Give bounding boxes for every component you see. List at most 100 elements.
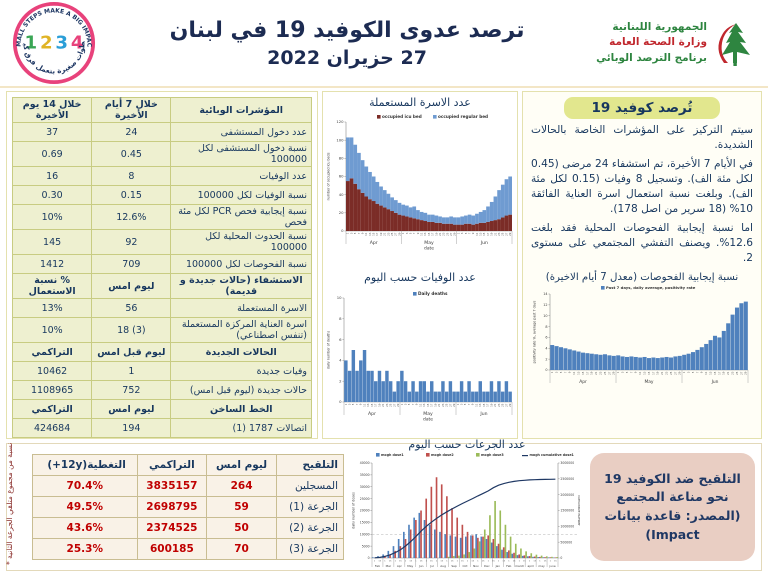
table-row: اسرة العناية المركزة المستعملة (تنفس اصط… (11, 317, 312, 343)
svg-text:9: 9 (634, 372, 638, 374)
svg-text:11: 11 (474, 403, 478, 407)
svg-text:2: 2 (545, 358, 547, 362)
table-cell: 70 (206, 538, 277, 560)
table-cell: حالات جديدة (ليوم قبل امس) (170, 380, 312, 400)
vaccination-note-text: * نسبة من مجموع متلقي الجرعة الثانية (5, 442, 14, 565)
table-cell: 2698795 (136, 496, 208, 518)
svg-text:0: 0 (560, 556, 562, 560)
svg-text:1: 1 (682, 372, 686, 374)
table-row: الاستشفاء (حالات جديدة و قديمة) ليوم امس%… (11, 273, 312, 299)
svg-text:11: 11 (364, 232, 368, 236)
svg-text:25: 25 (501, 403, 505, 407)
svg-text:21: 21 (383, 232, 387, 236)
svg-text:9: 9 (568, 372, 572, 374)
svg-text:27: 27 (394, 232, 398, 236)
table-cell: المسجلين (275, 475, 345, 497)
table-row: نسبة دخول المستشفى لكل 100000 0.45 0.69 (11, 141, 312, 167)
table-row: عدد الوفيات 8 16 (11, 166, 312, 186)
table-cell: 13% (11, 298, 93, 318)
surveillance-paragraph-1: سيتم التركيز على المؤشرات الخاصة بالحالا… (531, 124, 753, 152)
svg-text:100: 100 (336, 137, 344, 142)
table-cell: الجرعة (1) (275, 496, 345, 518)
svg-text:May: May (407, 563, 413, 567)
svg-text:Jun: Jun (479, 411, 487, 417)
svg-text:23: 23 (665, 372, 669, 376)
svg-text:may: may (538, 563, 545, 567)
svg-text:23: 23 (442, 232, 446, 236)
table-cell: 264 (206, 475, 277, 497)
svg-text:29: 29 (508, 403, 512, 407)
svg-text:1: 1 (374, 560, 376, 562)
svg-text:Mar: Mar (386, 563, 392, 567)
surveillance-paragraph-3: اما نسبة إيجابية الفحوصات المحلية فقد بل… (531, 222, 753, 265)
table-cell: 10% (11, 204, 93, 230)
svg-text:21: 21 (438, 232, 442, 236)
table-cell: 10462 (11, 361, 93, 381)
svg-text:80: 80 (339, 156, 344, 161)
svg-text:25: 25 (603, 372, 607, 376)
svg-text:5: 5 (408, 232, 412, 234)
svg-text:May: May (644, 379, 653, 385)
table-row: حالات جديدة (ليوم قبل امس) 752 1108965 (11, 380, 312, 400)
svg-text:15: 15 (482, 403, 486, 407)
vaccination-badge: التلقيح ضد الكوفيد 19 نحو مناعة المجتمع … (590, 453, 755, 561)
svg-text:29: 29 (744, 372, 748, 376)
svg-text:1: 1 (415, 560, 417, 562)
beds-chart-block: عدد الاسرة المستعملة 0 20 40 60 80 100 120 Apr M… (325, 94, 515, 265)
svg-text:7: 7 (467, 232, 471, 234)
table-row: نسبة الفحوصات لكل 100000 709 1412 (11, 254, 312, 274)
svg-text:19: 19 (377, 403, 381, 407)
table-cell: 1 (91, 361, 172, 381)
table-cell: % نسبة الاستعمال (11, 273, 93, 299)
svg-text:19: 19 (590, 372, 594, 376)
title-line1: ترصد عدوى الكوفيد 19 في لبنان (169, 17, 525, 43)
svg-text:7: 7 (563, 372, 567, 374)
svg-text:3: 3 (555, 372, 559, 374)
table-cell: 24 (91, 122, 172, 142)
svg-text:11: 11 (704, 372, 708, 376)
doses-chart-title: عدد الجرعات حسب اليوم (408, 437, 526, 451)
svg-text:11: 11 (475, 232, 479, 236)
svg-text:1: 1 (405, 560, 407, 562)
svg-text:20: 20 (339, 210, 344, 215)
svg-text:27: 27 (504, 403, 508, 407)
svg-text:27: 27 (739, 372, 743, 376)
svg-text:21: 21 (726, 372, 730, 376)
svg-text:9: 9 (471, 232, 475, 234)
table-cell: 18 (3) (91, 317, 172, 343)
svg-text:15: 15 (502, 560, 505, 562)
table-cell: خلال 14 يوم الأخيرة (11, 97, 93, 123)
svg-text:april: april (527, 563, 534, 567)
svg-text:march: march (515, 563, 524, 567)
svg-text:27: 27 (504, 232, 508, 236)
svg-text:1: 1 (519, 560, 521, 562)
svg-text:3: 3 (460, 403, 464, 405)
svg-text:15: 15 (440, 560, 443, 562)
svg-text:21: 21 (493, 403, 497, 407)
svg-text:8: 8 (339, 316, 342, 321)
ministry-line3: برنامج الترصد الوبائي (596, 51, 707, 64)
svg-text:19: 19 (490, 232, 494, 236)
svg-text:mogh dose1: mogh dose1 (381, 453, 404, 457)
svg-text:27: 27 (392, 403, 396, 407)
svg-text:17: 17 (585, 372, 589, 376)
vaccination-table: التلقيح ليوم امس التراكمي التغطية (+12y) الم… (32, 454, 345, 560)
table-cell: 50 (206, 517, 277, 539)
table-cell: 43.6% (32, 517, 138, 539)
svg-text:7: 7 (355, 403, 359, 405)
svg-text:29: 29 (678, 372, 682, 376)
svg-text:3: 3 (348, 403, 352, 405)
positivity-chart-label: نسبة إيجابية الفحوصات (معدل 7 أيام الاخي… (545, 272, 739, 284)
table-row: الاسرة المستعملة 56 13% (11, 298, 312, 318)
table-cell: التلقيح (275, 454, 345, 476)
table-row: اتصالات 1787 (1) 194 424684 (11, 418, 312, 438)
svg-text:11: 11 (420, 232, 424, 236)
svg-text:13: 13 (709, 372, 713, 376)
svg-text:27: 27 (448, 403, 452, 407)
table-cell: المؤشرات الوبائية (170, 97, 312, 123)
svg-text:1: 1 (529, 560, 531, 562)
table-cell: 1412 (11, 254, 93, 274)
svg-text:1: 1 (395, 560, 397, 562)
svg-text:21: 21 (660, 372, 664, 376)
